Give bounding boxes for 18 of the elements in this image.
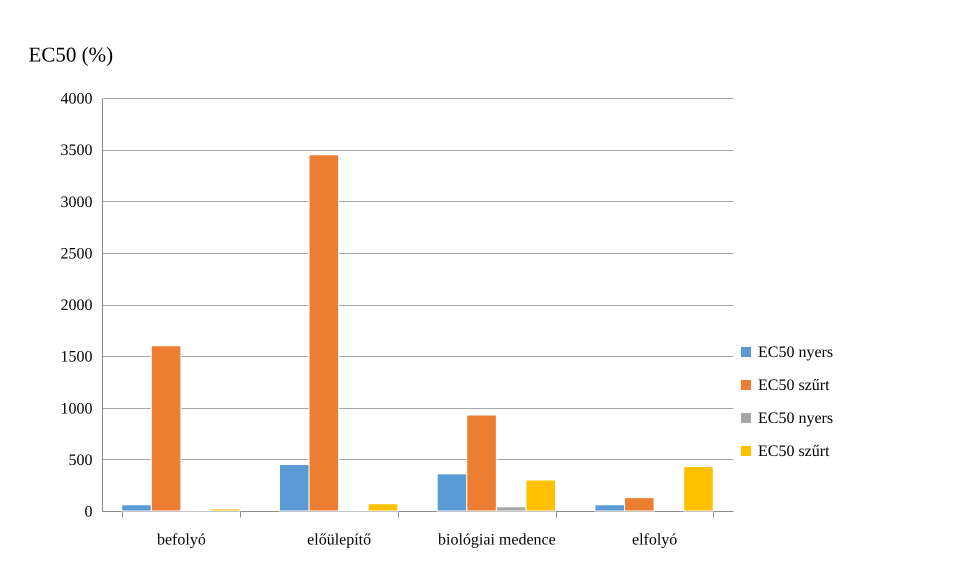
legend-label: EC50 szűrt	[758, 377, 830, 394]
y-tick-label: 4000	[60, 90, 92, 108]
y-tick-label: 2500	[60, 245, 92, 262]
x-tick-label: elfolyó	[632, 532, 678, 548]
legend-label: EC50 szűrt	[758, 443, 830, 460]
y-tick-label: 3500	[60, 142, 92, 160]
x-tick-label: előülepítő	[307, 532, 372, 548]
y-tick-label: 2000	[60, 297, 92, 314]
legend-label: EC50 nyers	[758, 410, 834, 427]
y-tick-label: 3000	[60, 194, 92, 211]
y-tick-label: 500	[68, 452, 92, 469]
y-axis-title: EC50 (%)	[28, 42, 114, 66]
y-tick-label: 0	[84, 504, 92, 520]
x-tick-label: befolyó	[156, 532, 206, 548]
legend-label: EC50 nyers	[758, 344, 834, 361]
y-tick-label: 1000	[60, 400, 92, 418]
x-tick-label: biológiai medence	[438, 532, 556, 548]
y-tick-label: 1500	[60, 348, 92, 366]
